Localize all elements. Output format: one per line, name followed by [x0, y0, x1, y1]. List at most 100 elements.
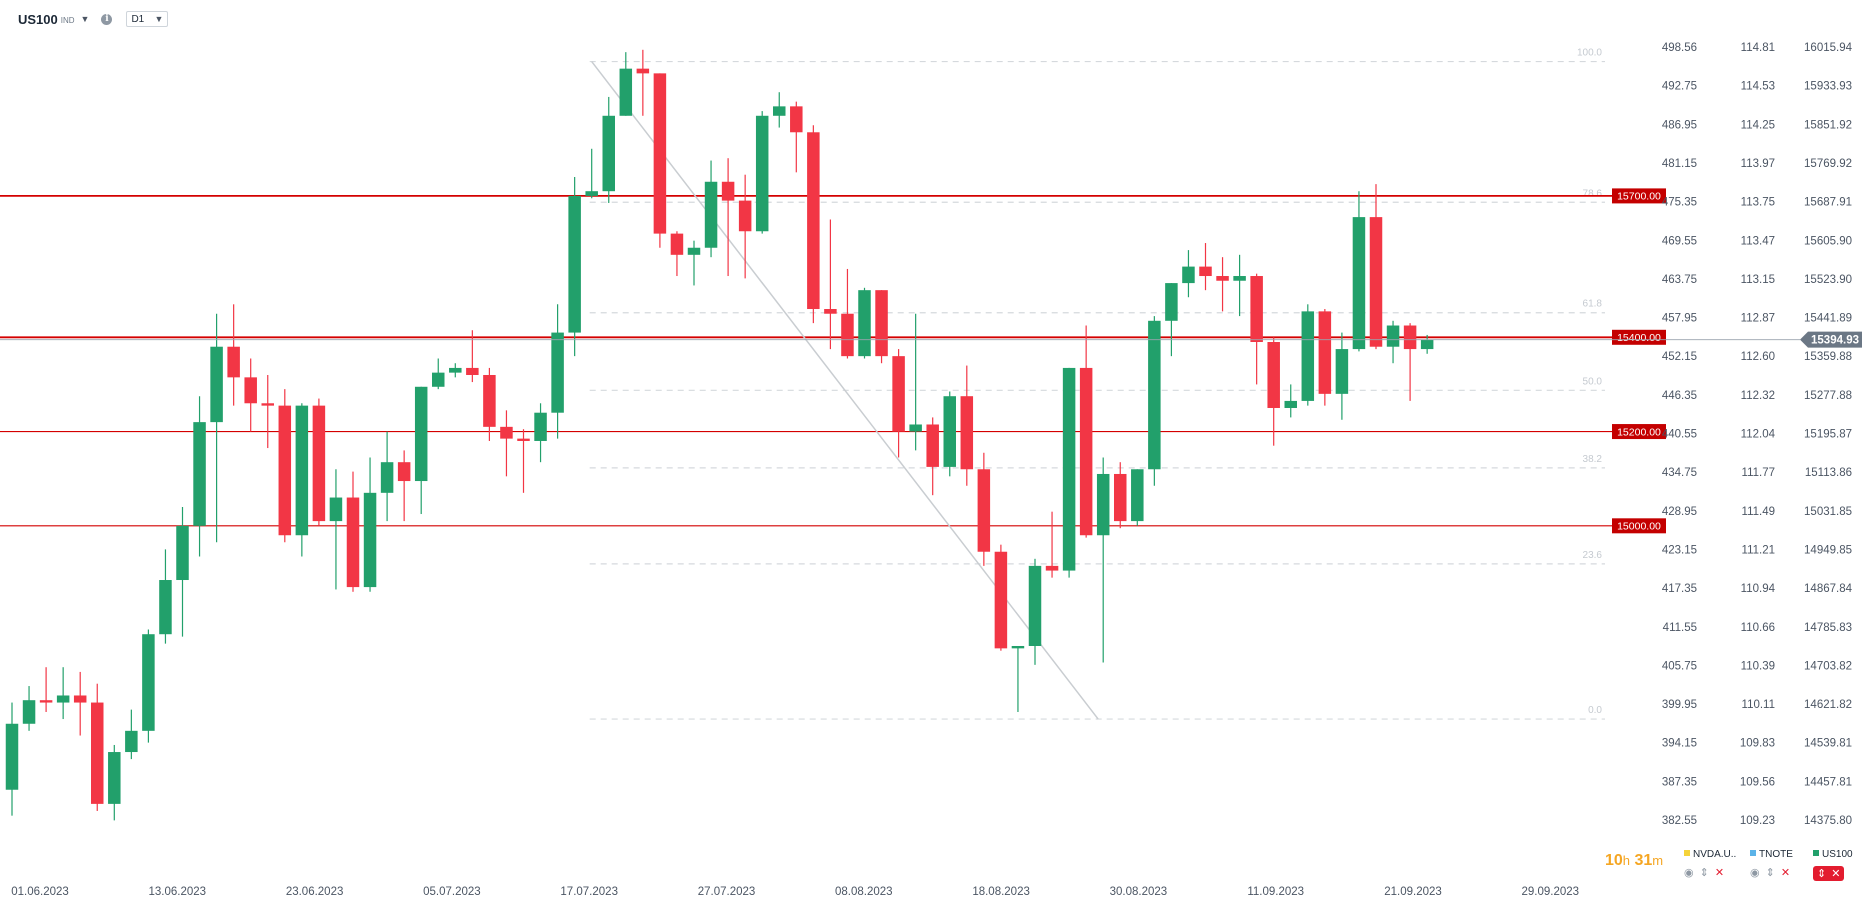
horizontal-levels — [0, 195, 1612, 527]
y-tick-label: 463.75 — [1662, 274, 1697, 286]
legend-item-tnote[interactable]: TNOTE — [1750, 849, 1793, 860]
price-axes: 498.56 492.75 486.95 481.15 475.35 469.55 463.… — [1662, 42, 1853, 827]
y-tick-label: 14867.84 — [1804, 583, 1853, 595]
y-tick-label: 15769.92 — [1804, 158, 1852, 170]
y-tick-label: 15031.85 — [1804, 506, 1852, 518]
y-tick-label: 15277.88 — [1804, 390, 1852, 402]
candle-bearish — [91, 683, 104, 811]
y-tick-label: 110.66 — [1741, 622, 1775, 634]
candle-body — [244, 377, 257, 404]
candle-bullish — [295, 403, 309, 557]
candle-body — [1386, 325, 1400, 347]
candle-body — [1335, 349, 1349, 394]
eye-icon[interactable]: ◉ — [1684, 867, 1694, 879]
y-tick-label: 112.32 — [1741, 390, 1775, 402]
reorder-icon[interactable]: ⇕ — [1817, 868, 1827, 880]
y-tick-label: 399.95 — [1662, 699, 1697, 711]
candle-body — [295, 405, 309, 536]
candle-bearish — [960, 365, 974, 486]
legend-color-swatch — [1750, 850, 1756, 856]
legend-label: NVDA.U.. — [1693, 849, 1737, 860]
reorder-icon[interactable]: ⇕ — [1765, 867, 1775, 879]
candle-body — [500, 426, 513, 439]
legend-item-nvda[interactable]: NVDA.U.. — [1684, 849, 1736, 860]
candle-body — [261, 403, 274, 406]
y-tick-label: 452.15 — [1662, 351, 1697, 363]
y-tick-label: 486.95 — [1662, 119, 1697, 131]
candles — [5, 49, 1434, 821]
y-tick-label: 14375.80 — [1804, 815, 1852, 827]
candle-body — [1250, 276, 1263, 343]
legend-item-us100[interactable]: US100 — [1813, 849, 1853, 860]
candle-bearish — [466, 330, 479, 383]
fib-level-label: 50.0 — [1583, 376, 1603, 387]
candle-bearish — [1199, 243, 1212, 291]
candle-bearish — [1079, 325, 1093, 538]
candle-body — [363, 492, 377, 588]
candle-bearish — [227, 304, 240, 406]
reorder-icon[interactable]: ⇕ — [1699, 867, 1709, 879]
close-icon[interactable]: ✕ — [1831, 868, 1841, 880]
price-level-label: 15700.00 — [1617, 191, 1661, 203]
candle-bearish — [670, 231, 684, 277]
symbol-type: IND — [60, 16, 75, 25]
timeframe-select[interactable]: D1 ▼ — [126, 11, 169, 27]
close-icon[interactable]: ✕ — [1780, 867, 1791, 879]
timer-minutes: 31 — [1634, 852, 1653, 869]
candle-body — [738, 200, 752, 232]
candle-body — [329, 497, 343, 522]
candle-bearish — [1267, 337, 1280, 446]
candle-body — [125, 730, 138, 753]
candle-body — [1284, 400, 1297, 408]
candle-bearish — [892, 349, 905, 458]
candle-bearish — [790, 101, 803, 173]
candle-body — [159, 580, 172, 635]
candle-body — [1267, 342, 1280, 408]
candle-bearish — [977, 452, 991, 566]
candle-body — [841, 313, 854, 357]
candle-body — [619, 68, 633, 116]
y-tick-label: 15441.89 — [1804, 313, 1852, 325]
candle-body — [312, 405, 326, 522]
candle-body — [22, 700, 36, 724]
close-icon[interactable]: ✕ — [1714, 867, 1725, 879]
y-tick-label: 15605.90 — [1804, 235, 1852, 247]
x-tick-label: 01.06.2023 — [11, 886, 69, 898]
candle-body — [517, 438, 530, 441]
chevron-down-icon: ▼ — [154, 14, 164, 24]
x-tick-label: 05.07.2023 — [423, 886, 481, 898]
candle-bullish — [1352, 191, 1366, 352]
price-level-tag — [1612, 188, 1666, 204]
symbol-name[interactable]: US100 — [18, 11, 58, 27]
y-tick-label: 113.15 — [1741, 274, 1775, 286]
y-tick-label: 405.75 — [1662, 660, 1697, 672]
candle-body — [73, 695, 87, 703]
chevron-down-icon[interactable]: ▼ — [80, 14, 90, 24]
timeframe-value: D1 — [131, 13, 145, 25]
fib-level-label: 23.6 — [1583, 550, 1603, 561]
candle-bullish — [449, 363, 462, 378]
trendline — [591, 61, 1099, 720]
candle-bearish — [1045, 511, 1059, 578]
candle-body — [636, 68, 650, 74]
level-labels: 15700.00 15400.00 15200.00 15000.00 — [1612, 188, 1666, 534]
eye-icon[interactable]: ◉ — [1750, 867, 1760, 879]
candle-body — [892, 356, 905, 432]
x-tick-label: 13.06.2023 — [149, 886, 207, 898]
candle-bullish — [329, 469, 343, 590]
candle-bearish — [244, 358, 257, 432]
candle-bullish — [1301, 304, 1315, 406]
candle-bearish — [312, 398, 326, 526]
fib-level-label: 61.8 — [1583, 299, 1603, 310]
info-icon[interactable]: i — [101, 13, 113, 25]
y-tick-label: 114.25 — [1741, 119, 1775, 131]
candle-bullish — [380, 431, 394, 522]
chart-toolbar: US100 IND ▼ i D1 ▼ — [18, 9, 169, 29]
price-level-tag — [1612, 329, 1666, 345]
y-tick-label: 109.23 — [1740, 815, 1775, 827]
candle-body — [91, 702, 104, 804]
candle-bullish — [5, 702, 19, 816]
y-tick-label: 110.11 — [1742, 699, 1775, 711]
y-tick-label: 112.87 — [1741, 313, 1775, 325]
